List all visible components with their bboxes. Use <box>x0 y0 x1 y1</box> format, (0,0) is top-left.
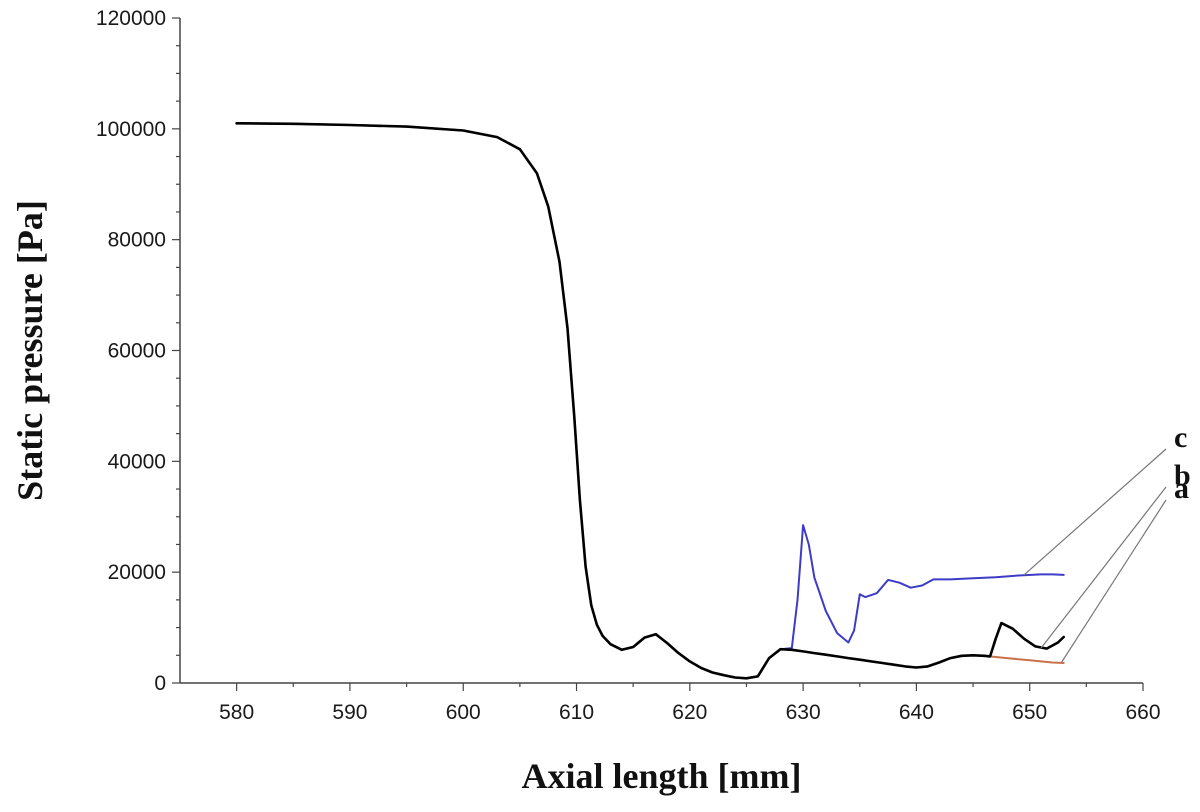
x-tick-label: 590 <box>332 701 367 724</box>
y-tick-label: 40000 <box>108 450 166 473</box>
series-c-line <box>235 122 1065 680</box>
y-tick-label: 60000 <box>108 340 166 363</box>
y-tick-label: 0 <box>154 672 166 695</box>
x-tick-label: 630 <box>786 701 821 724</box>
series-a-line <box>235 122 1065 680</box>
x-axis-ticks: 580 590 600 610 620 630 640 650 660 <box>219 683 1161 724</box>
x-tick-label: 610 <box>559 701 594 724</box>
annotation-leader-c <box>1023 448 1167 576</box>
y-tick-label: 80000 <box>108 229 166 252</box>
axes <box>179 18 1143 684</box>
curve-label-b: b <box>1174 459 1191 492</box>
annotation-leader-a <box>1060 499 1167 663</box>
x-tick-label: 650 <box>1012 701 1047 724</box>
x-tick-label: 600 <box>446 701 481 724</box>
y-tick-label: 100000 <box>96 118 166 141</box>
x-tick-label: 620 <box>672 701 707 724</box>
x-tick-label: 660 <box>1125 701 1160 724</box>
annotation-layer: cba <box>1023 421 1191 663</box>
x-axis-title: Axial length [mm] <box>522 756 802 796</box>
series-b-line <box>235 122 1065 680</box>
series-layer <box>235 122 1065 680</box>
x-tick-label: 580 <box>219 701 254 724</box>
x-tick-label: 640 <box>899 701 934 724</box>
y-axis-ticks: 0 20000 40000 60000 80000 100000 120000 <box>96 7 180 695</box>
curve-label-c: c <box>1174 421 1187 454</box>
annotation-leader-b <box>1040 486 1167 649</box>
y-tick-label: 120000 <box>96 7 166 30</box>
y-axis-title: Static pressure [Pa] <box>10 200 50 501</box>
curve-label-a: a <box>1174 472 1189 505</box>
y-tick-label: 20000 <box>108 561 166 584</box>
